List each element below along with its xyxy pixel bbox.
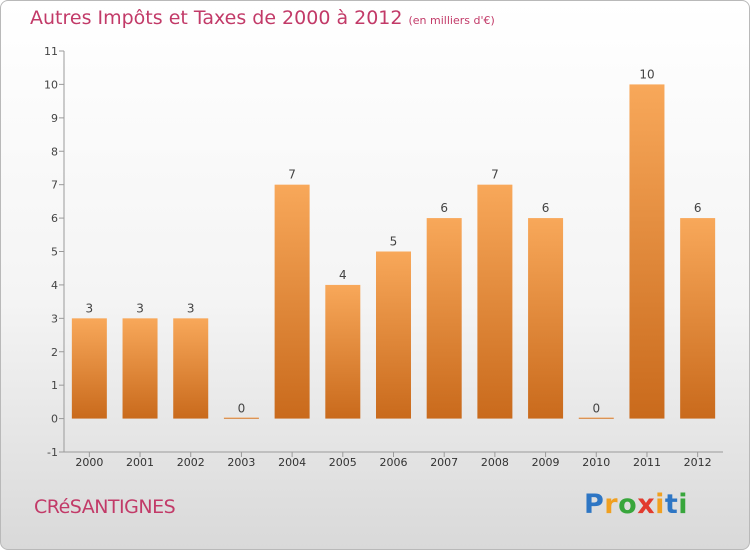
bar-2012 [680, 218, 716, 419]
bar-value-label: 6 [542, 201, 550, 215]
y-tick-label: 8 [51, 145, 58, 158]
x-tick-label: 2000 [75, 456, 103, 469]
chart-title-text: Autres Impôts et Taxes de 2000 à 2012 [30, 7, 403, 29]
bar-value-label: 7 [288, 168, 296, 182]
bar-2007 [426, 218, 462, 419]
y-tick-label: 2 [51, 346, 58, 359]
bar-2008 [477, 184, 513, 419]
chart-title: Autres Impôts et Taxes de 2000 à 2012 (en… [30, 7, 495, 29]
y-tick-label: 10 [44, 78, 58, 91]
logo-letter: o [618, 489, 638, 520]
logo-letter: t [664, 489, 679, 520]
bar-2009 [528, 218, 564, 419]
x-tick-label: 2010 [582, 456, 610, 469]
proxiti-logo: Proxiti [584, 489, 688, 520]
bar-value-label: 3 [86, 301, 94, 315]
bar-value-label: 6 [694, 201, 702, 215]
y-tick-label: 9 [51, 112, 58, 125]
x-tick-label: 2011 [633, 456, 661, 469]
y-tick-label: 7 [51, 179, 58, 192]
bar-2005 [325, 284, 361, 419]
bar-value-label: 0 [592, 402, 600, 416]
logo-letter: x [637, 489, 656, 520]
x-tick-label: 2001 [126, 456, 154, 469]
logo-letter: i [678, 489, 689, 520]
bar-2011 [629, 84, 665, 419]
x-tick-label: 2006 [380, 456, 408, 469]
x-tick-label: 2012 [684, 456, 712, 469]
bar-value-label: 3 [187, 301, 195, 315]
bar-value-label: 3 [136, 301, 144, 315]
logo-letter: r [604, 489, 619, 520]
y-tick-label: 1 [51, 379, 58, 392]
x-tick-label: 2002 [177, 456, 205, 469]
bar-value-label: 6 [440, 201, 448, 215]
commune-name: CRéSANTIGNES [34, 496, 176, 518]
logo-letter: i [655, 489, 665, 520]
bar-value-label: 10 [639, 67, 654, 81]
bar-2010 [578, 417, 614, 419]
y-tick-label: 0 [51, 413, 58, 426]
x-tick-label: 2008 [481, 456, 509, 469]
y-tick-label: 3 [51, 312, 58, 325]
x-tick-label: 2009 [532, 456, 560, 469]
bar-2003 [223, 417, 259, 419]
y-tick-label: -1 [47, 446, 58, 459]
bar-value-label: 5 [390, 235, 398, 249]
bar-2006 [376, 251, 411, 419]
x-tick-label: 2007 [430, 456, 458, 469]
y-tick-label: 4 [51, 279, 58, 292]
chart-subtitle: (en milliers d'€) [408, 14, 495, 27]
bar-value-label: 0 [238, 402, 246, 416]
bar-value-label: 7 [491, 168, 499, 182]
y-tick-label: 6 [51, 212, 58, 225]
bar-2000 [71, 318, 107, 419]
bar-2001 [122, 318, 158, 419]
bar-value-label: 4 [339, 268, 347, 282]
x-tick-label: 2004 [278, 456, 306, 469]
y-tick-label: 5 [51, 246, 58, 259]
bar-2004 [274, 184, 310, 419]
bar-2002 [173, 318, 209, 419]
x-tick-label: 2005 [329, 456, 357, 469]
x-tick-label: 2003 [227, 456, 255, 469]
y-tick-label: 11 [44, 45, 58, 58]
logo-letter: P [584, 489, 605, 520]
